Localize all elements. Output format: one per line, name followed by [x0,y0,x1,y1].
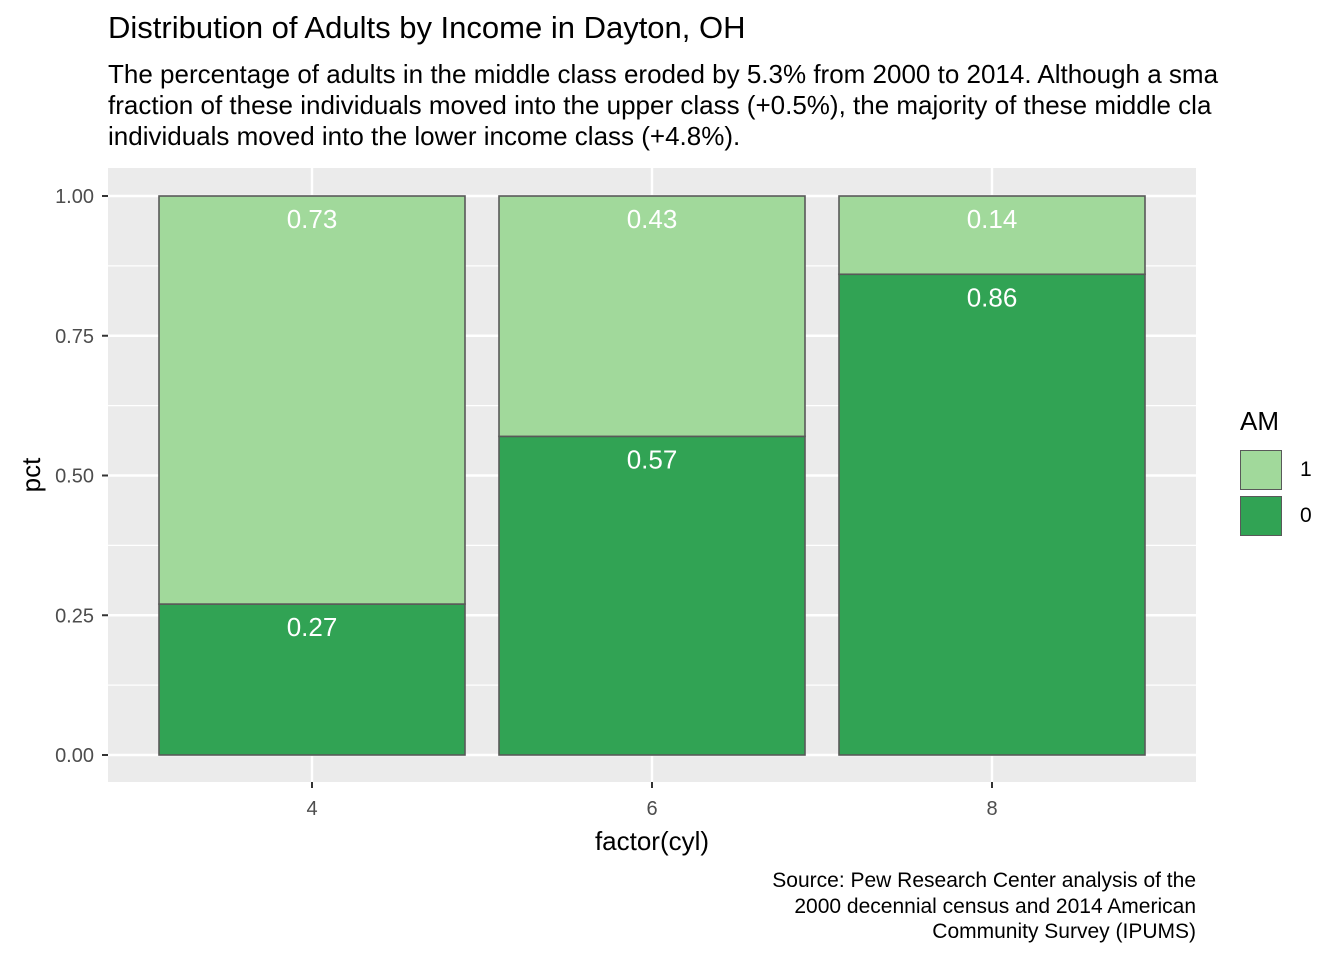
x-tick-label: 8 [986,798,997,820]
data-label: 0.43 [627,204,678,234]
legend-key-1 [1240,450,1282,490]
subtitle-line: fraction of these individuals moved into… [108,90,1212,120]
legend-label: 0 [1300,504,1312,527]
bar-layer [158,195,1146,756]
data-label-layer: 0.27 0.73 0.57 0.43 0.86 0.14 [287,204,1018,642]
bar-segment-8-0 [838,273,1146,756]
data-label: 0.27 [287,612,338,642]
caption-line: 2000 decennial census and 2014 American [794,894,1196,918]
x-tick-label: 4 [306,798,317,820]
bar-segment-4-1 [158,195,466,605]
subtitle-line: individuals moved into the lower income … [108,121,741,151]
legend-key-0 [1240,496,1282,536]
y-tick-label: 1.00 [55,186,94,208]
y-tick-label: 0.25 [55,605,94,627]
bar-segment-6-1 [498,195,806,438]
y-axis-title: pct [16,457,46,492]
legend-label: 1 [1300,458,1312,481]
data-label: 0.57 [627,444,678,474]
x-tick-label: 6 [646,798,657,820]
legend: AM 1 0 [1240,406,1312,539]
x-axis-title: factor(cyl) [595,826,709,856]
data-label: 0.14 [967,204,1018,234]
y-tick-label: 0.00 [55,745,94,767]
axis-layer: 0.00 0.25 0.50 0.75 1.00 4 6 8 [55,186,998,820]
caption-line: Community Survey (IPUMS) [932,920,1196,943]
bar-segment-4-0 [158,603,466,756]
data-label: 0.73 [287,204,338,234]
y-tick-label: 0.50 [55,466,94,488]
source-caption: Source: Pew Research Center analysis of … [700,868,1196,945]
chart-subtitle: The percentage of adults in the middle c… [108,59,1218,152]
subtitle-line: The percentage of adults in the middle c… [108,59,1219,89]
y-tick-label: 0.75 [55,326,94,348]
bar-segment-8-1 [838,195,1146,276]
caption-line: Source: Pew Research Center analysis of … [772,869,1196,892]
bar-segment-6-0 [498,435,806,756]
legend-item: 0 [1240,493,1312,539]
legend-item: 1 [1240,447,1312,493]
legend-title: AM [1240,406,1279,436]
data-label: 0.86 [967,282,1018,312]
chart-title: Distribution of Adults by Income in Dayt… [108,10,746,45]
